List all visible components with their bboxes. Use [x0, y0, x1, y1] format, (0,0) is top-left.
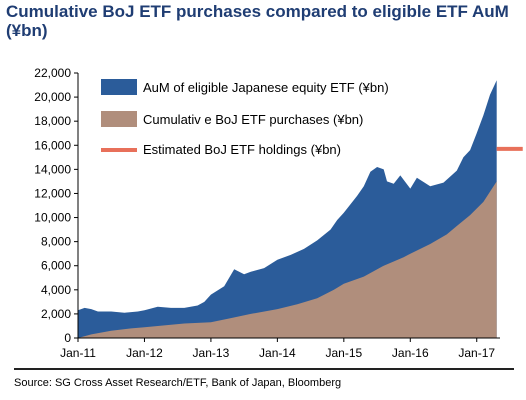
y-tick-label: 22,000 [34, 66, 71, 80]
legend: AuM of eligible Japanese equity ETF (¥bn… [101, 79, 389, 157]
y-tick-label: 16,000 [34, 138, 71, 152]
chart-title: Cumulative BoJ ETF purchases compared to… [6, 2, 509, 40]
legend-label: Cumulativ e BoJ ETF purchases (¥bn) [143, 112, 363, 127]
y-tick-label: 10,000 [34, 211, 71, 225]
y-tick-label: 18,000 [34, 114, 71, 128]
legend-label: Estimated BoJ ETF holdings (¥bn) [143, 142, 341, 157]
x-tick-label: Jan-12 [126, 346, 163, 360]
y-tick-label: 4,000 [41, 283, 71, 297]
x-tick-label: Jan-13 [193, 346, 230, 360]
y-tick-label: 0 [64, 331, 71, 345]
purchases-area [78, 181, 497, 338]
legend-label: AuM of eligible Japanese equity ETF (¥bn… [143, 80, 389, 95]
source-divider [14, 368, 514, 370]
x-tick-label: Jan-17 [458, 346, 495, 360]
x-tick-label: Jan-16 [392, 346, 429, 360]
axes: 0 2,000 4,000 6,000 8,000 10,000 12,000 14,000 1… [34, 66, 500, 360]
y-tick-label: 20,000 [34, 90, 71, 104]
y-tick-label: 2,000 [41, 307, 71, 321]
legend-swatch [101, 79, 137, 95]
source-note: Source: SG Cross Asset Research/ETF, Ban… [14, 377, 342, 389]
y-tick-label: 14,000 [34, 162, 71, 176]
legend-swatch [101, 111, 137, 127]
purchases-area-series [78, 181, 497, 338]
y-tick-label: 6,000 [41, 259, 71, 273]
x-tick-label: Jan-11 [60, 346, 96, 360]
y-tick-label: 8,000 [41, 235, 71, 249]
y-tick-label: 12,000 [34, 186, 71, 200]
x-tick-label: Jan-15 [325, 346, 362, 360]
x-tick-label: Jan-14 [259, 346, 296, 360]
